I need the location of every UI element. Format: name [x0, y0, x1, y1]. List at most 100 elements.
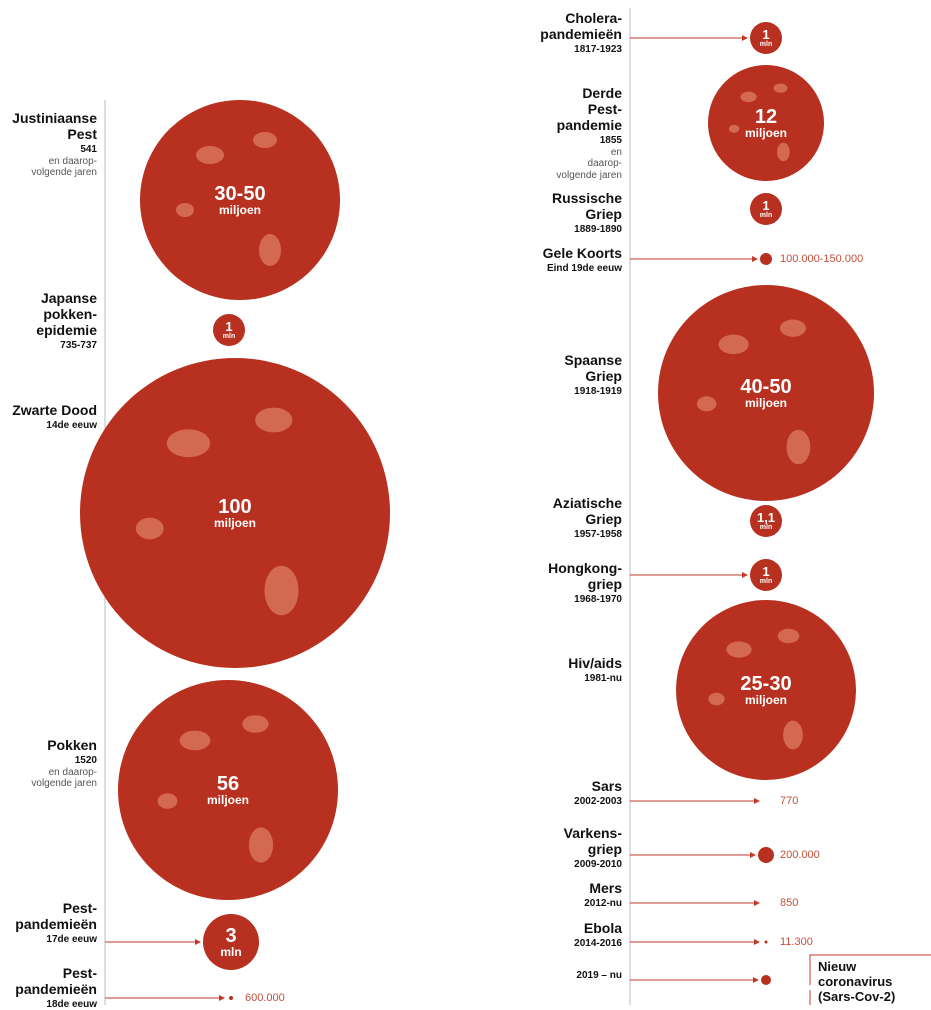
callout-line: Nieuw [818, 959, 857, 974]
bubble-label: 1,1 mln [757, 511, 775, 531]
period: 1817-1923 [574, 44, 622, 56]
bubble [118, 680, 338, 900]
spot [259, 234, 281, 266]
bubble [229, 996, 233, 1000]
pandemic-name: Gele Koorts [542, 245, 622, 261]
spot [718, 334, 749, 355]
bubble [764, 940, 768, 944]
deaths-unit: miljoen [206, 793, 250, 807]
pandemic-name: Justiniaanse [12, 110, 97, 126]
bubble-label: 1 mln [760, 565, 772, 585]
bubble [658, 285, 874, 501]
label: Justiniaanse Pest 541 en daarop-volgende ja… [0, 110, 97, 179]
period: 1889-1890 [574, 224, 622, 236]
bubble [750, 193, 782, 225]
note: en daarop- [48, 766, 97, 778]
deaths-unit: mln [222, 333, 236, 340]
label: Pest-pandemieën 18de eeuw [0, 965, 97, 1010]
spot [264, 565, 299, 616]
deaths: 40-50 [740, 376, 792, 398]
bubble-label: 25-30 miljoen [740, 674, 791, 706]
period: 1957-1958 [574, 529, 622, 541]
deaths-unit: mln [759, 578, 773, 585]
pandemic-name: pandemieën [540, 26, 622, 43]
label: Derde Pest-pandemie 1855 en daarop-volgende … [472, 85, 622, 181]
pandemic-name: Griep [585, 511, 622, 528]
spot [777, 628, 800, 644]
pandemic-name: Pokken [47, 737, 97, 753]
bubble-label: 1 mln [223, 320, 235, 340]
note: en [610, 146, 622, 158]
period: 14de eeuw [46, 420, 97, 432]
deaths-unit: miljoen [213, 516, 257, 530]
period: 2009-2010 [574, 859, 622, 871]
deaths: 200.000 [780, 849, 820, 861]
spot [786, 429, 811, 465]
pandemic-name: Derde [582, 85, 622, 101]
deaths: 3 [225, 925, 237, 947]
deaths: 1 [762, 27, 770, 42]
deaths-unit: mln [759, 41, 773, 48]
bubble-label: 56 miljoen [207, 774, 249, 806]
pandemic-name: pandemieën [15, 916, 97, 933]
spot [157, 793, 178, 809]
period: 1918-1919 [574, 386, 622, 398]
label: 2019 – nu [472, 968, 622, 982]
pandemic-name: Ebola [583, 920, 622, 936]
bubble [676, 600, 856, 780]
label: Russische Griep 1889-1890 [472, 190, 622, 236]
label: Mers 2012-nu [472, 880, 622, 910]
period: 1968-1970 [574, 594, 622, 606]
period: Eind 19de eeuw [546, 263, 622, 275]
pandemic-name: pandemieën [15, 981, 97, 998]
pandemic-name: Aziatische [552, 495, 622, 511]
pandemic-name: Cholera- [565, 10, 622, 26]
note: en daarop- [48, 155, 97, 167]
deaths-unit: mln [220, 945, 242, 959]
period: 735-737 [60, 340, 97, 352]
bubble-label: 3 mln [220, 926, 241, 958]
pandemic-name: Pest- [62, 965, 97, 981]
bubble [140, 100, 340, 300]
pandemic-name: Pest- [587, 101, 622, 118]
label: Zwarte Dood 14de eeuw [0, 402, 97, 432]
pandemic-name: epidemie [36, 322, 97, 339]
bubble [750, 505, 782, 537]
bubble [760, 253, 772, 265]
deaths-unit: miljoen [744, 126, 788, 140]
note: volgende jaren [31, 778, 97, 790]
bubble [750, 559, 782, 591]
label: Varkens-griep 2009-2010 [472, 825, 622, 871]
bubble [80, 358, 390, 668]
pandemic-name: griep [587, 841, 622, 858]
spot [176, 203, 194, 217]
note: daarop- [587, 158, 622, 170]
deaths: 1 [762, 564, 770, 579]
period: 17de eeuw [46, 934, 97, 946]
callout-line: coronavirus [818, 973, 893, 989]
deaths: 100 [218, 496, 252, 518]
period: 2012-nu [584, 898, 622, 910]
deaths-unit: miljoen [218, 203, 261, 217]
label: Pest-pandemieën 17de eeuw [0, 900, 97, 946]
deaths-unit: miljoen [744, 396, 787, 410]
note: volgende jaren [556, 169, 622, 181]
spot [708, 692, 725, 706]
spot [777, 142, 790, 162]
period: 2014-2016 [574, 938, 622, 950]
deaths: 100.000-150.000 [780, 253, 864, 265]
label: Cholera-pandemieën 1817-1923 [472, 10, 622, 56]
pandemic-name: Varkens- [563, 825, 622, 841]
bubble [761, 975, 771, 985]
bubble [213, 314, 245, 346]
label: Aziatische Griep 1957-1958 [472, 495, 622, 541]
spot [773, 83, 788, 93]
bubble-label: 12 miljoen [745, 107, 787, 139]
pandemic-name: Hiv/aids [568, 655, 622, 671]
period: 1520 [74, 755, 97, 767]
bubble [750, 22, 782, 54]
bubble-label: 1 mln [760, 28, 772, 48]
spot [166, 429, 211, 458]
